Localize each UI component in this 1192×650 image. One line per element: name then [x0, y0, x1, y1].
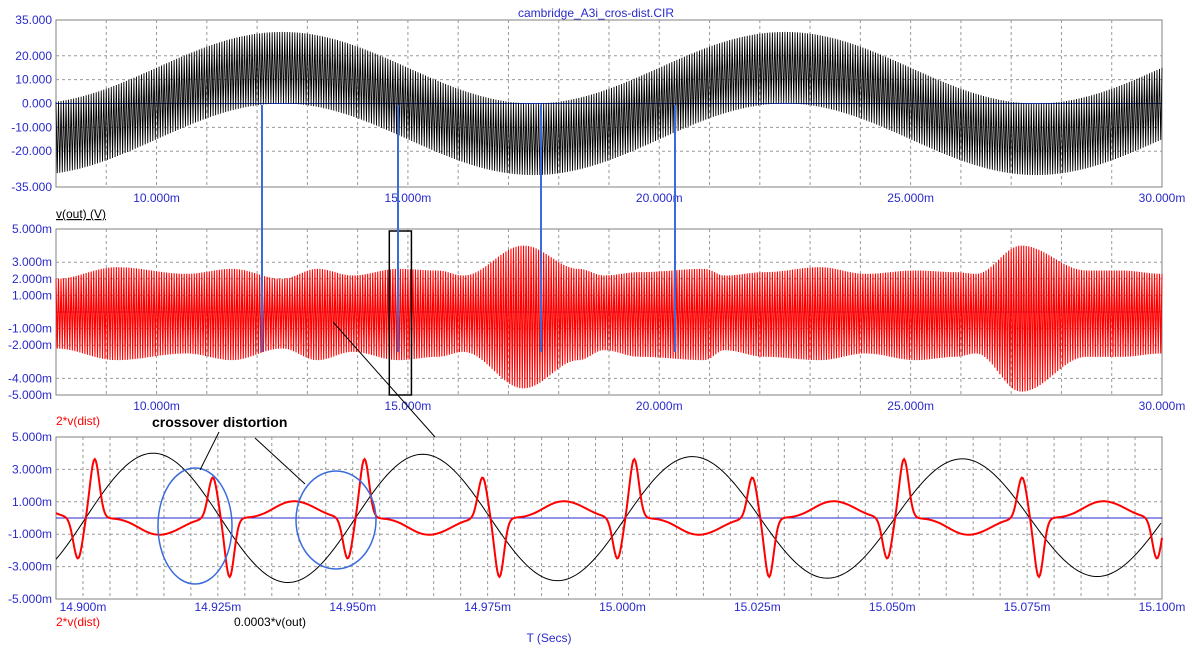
x-tick-label: 20.000m: [636, 191, 683, 205]
y-tick-label: -1.000m: [8, 322, 52, 336]
x-tick-label: 25.000m: [887, 191, 934, 205]
y-tick-label: -10.000: [11, 120, 52, 134]
y-tick-label: 5.000m: [12, 222, 52, 236]
crossover-circle-2: [295, 470, 377, 570]
y-tick-label: -2.000m: [8, 338, 52, 352]
crossover-circle-1: [157, 467, 233, 585]
y-tick-label: -20.000: [11, 144, 52, 158]
x-tick-label: 15.100m: [1139, 600, 1186, 614]
y-tick-label: 1.000m: [12, 288, 52, 302]
y-tick-label: -5.000m: [8, 388, 52, 402]
x-tick-label: 30.000m: [1139, 191, 1186, 205]
zoom-pointer-line: [332, 321, 436, 438]
plot-title: cambridge_A3i_cros-dist.CIR: [518, 6, 674, 20]
x-tick-label: 14.900m: [60, 600, 107, 614]
panel-dist-zoom: 5.000m 3.000m 1.000m -1.000m -3.000m -5.000m 1…: [8, 430, 1185, 614]
x-tick-label: 15.000m: [599, 600, 646, 614]
series-dist-zoom: [55, 457, 1163, 579]
annotation-pointer-1: [199, 431, 220, 471]
panel-dist-wide: 5.000m 3.000m 2.000m 1.000m -1.000m -2.000m -4…: [8, 222, 1185, 413]
annotation-pointer-2: [254, 437, 306, 485]
y-tick-label: -5.000m: [8, 592, 52, 606]
y-tick-label: -35.000: [11, 180, 52, 194]
x-tick-label: 15.050m: [869, 600, 916, 614]
y-tick-label: -4.000m: [8, 371, 52, 385]
crossover-annotation: crossover distortion: [152, 414, 287, 430]
legend-dist-panel3: 2*v(dist): [56, 615, 100, 629]
x-tick-label: 15.025m: [734, 600, 781, 614]
x-tick-label: 14.950m: [329, 600, 376, 614]
y-tick-label: 10.000: [15, 73, 52, 87]
y-tick-label: 20.000: [15, 49, 52, 63]
x-tick-label: 10.000m: [133, 399, 180, 413]
y-tick-label: 35.000: [15, 13, 52, 27]
annotations-overlay: [199, 105, 676, 485]
x-tick-label: 25.000m: [887, 399, 934, 413]
x-axis-label: T (Secs): [526, 631, 571, 645]
series-vout-scaled: [55, 452, 1162, 583]
legend-vout-scaled: 0.0003*v(out): [234, 615, 306, 629]
x-tick-label: 20.000m: [636, 399, 683, 413]
x-tick-label: 14.975m: [464, 600, 511, 614]
panel-vout: 35.000 20.000 10.000 0.000 -10.000 -20.000 -35…: [11, 13, 1185, 205]
legend-dist-panel2: 2*v(dist): [56, 414, 100, 428]
x-tick-label: 15.075m: [1004, 600, 1051, 614]
y-tick-label: 2.000m: [12, 272, 52, 286]
x-tick-label: 15.000m: [385, 191, 432, 205]
x-tick-label: 30.000m: [1139, 399, 1186, 413]
y-tick-label: 0.000: [22, 97, 52, 111]
series-vout: [55, 31, 1163, 176]
y-tick-label: 3.000m: [12, 462, 52, 476]
y-tick-label: 3.000m: [12, 255, 52, 269]
x-tick-label: 10.000m: [133, 191, 180, 205]
x-tick-label: 14.925m: [195, 600, 242, 614]
series-dist-wide: [55, 245, 1163, 392]
y-tick-label: -1.000m: [8, 527, 52, 541]
y-tick-label: 1.000m: [12, 495, 52, 509]
y-tick-label: 5.000m: [12, 430, 52, 444]
zoom-region-box: [388, 230, 413, 396]
legend-vout: v(out) (V): [56, 207, 106, 221]
y-tick-label: -3.000m: [8, 560, 52, 574]
